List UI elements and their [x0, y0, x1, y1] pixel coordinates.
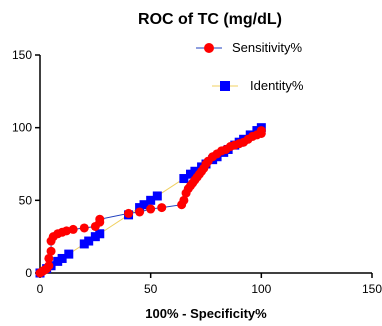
data-point-identity [64, 249, 74, 259]
x-tick-label: 100 [251, 282, 271, 296]
data-point-sensitivity [124, 208, 134, 218]
legend: Sensitivity% Identity% [196, 40, 304, 93]
data-point-sensitivity [146, 204, 156, 214]
legend-marker-identity [220, 81, 230, 91]
data-point-sensitivity [135, 207, 145, 217]
legend-item-sensitivity: Sensitivity% [196, 40, 303, 55]
x-ticks: 0 50 100 150 [37, 273, 382, 296]
x-axis-label: 100% - Specificity% [145, 306, 267, 321]
data-point-sensitivity [95, 214, 105, 224]
legend-item-identity: Identity% [212, 78, 304, 93]
chart-title: ROC of TC (mg/dL) [138, 11, 282, 28]
legend-label-identity: Identity% [250, 78, 304, 93]
series-sensitivity [35, 126, 266, 278]
data-point-identity [152, 191, 162, 201]
data-point-sensitivity [68, 224, 78, 234]
legend-marker-sensitivity [204, 43, 214, 53]
data-point-sensitivity [256, 126, 266, 136]
legend-label-sensitivity: Sensitivity% [232, 40, 303, 55]
data-point-sensitivity [46, 246, 56, 256]
y-tick-label: 150 [12, 48, 32, 62]
y-tick-label: 0 [25, 266, 32, 280]
axes [39, 55, 372, 274]
data-point-identity [190, 166, 200, 176]
data-point-sensitivity [157, 203, 167, 213]
x-tick-label: 150 [362, 282, 382, 296]
data-point-identity [57, 253, 67, 263]
data-point-identity [84, 236, 94, 246]
y-tick-label: 100 [12, 121, 32, 135]
data-point-sensitivity [179, 195, 189, 205]
y-ticks: 0 50 100 150 [12, 48, 40, 280]
data-point-identity [139, 200, 149, 210]
x-tick-label: 0 [37, 282, 44, 296]
data-point-sensitivity [44, 253, 54, 263]
y-tick-label: 50 [19, 193, 33, 207]
data-point-sensitivity [79, 223, 89, 233]
data-point-identity [146, 195, 156, 205]
data-point-sensitivity [44, 261, 54, 271]
data-point-identity [179, 174, 189, 184]
x-tick-label: 50 [144, 282, 158, 296]
plot-area [35, 123, 266, 278]
data-point-identity [95, 229, 105, 239]
